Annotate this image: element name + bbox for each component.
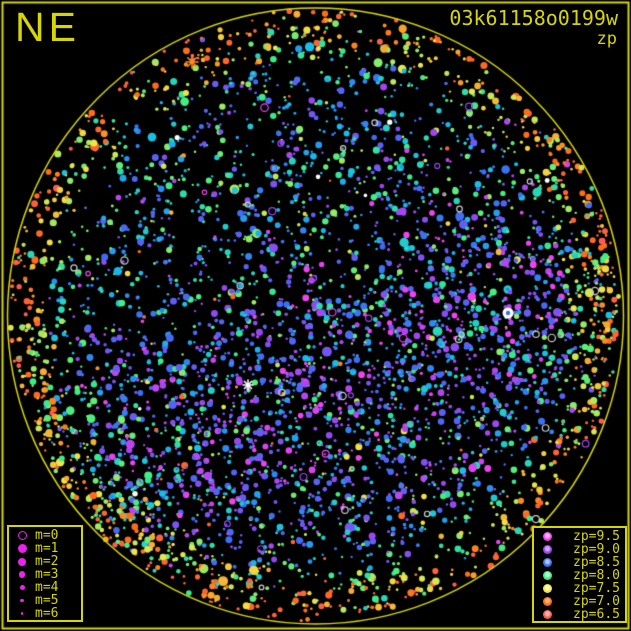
- zeropoint-legend: zp=9.5 zp=9.0 zp=8.5 zp=8.0 zp=7.5 zp=7.0 zp=6…: [532, 526, 627, 623]
- legend-row: zp=9.5: [534, 530, 625, 543]
- legend-label: m=5: [35, 593, 59, 608]
- exposure-title: 03k61158o0199w: [449, 6, 618, 30]
- zeropoint-color-marker: [542, 558, 552, 567]
- zeropoint-color-marker: [542, 597, 552, 606]
- legend-label: m=0: [35, 528, 59, 543]
- legend-row: zp=6.5: [534, 608, 625, 621]
- magnitude-ring-marker: [17, 531, 27, 540]
- legend-row: m=0: [9, 529, 81, 542]
- legend-label: zp=7.0: [573, 594, 620, 609]
- zeropoint-color-marker: [542, 545, 552, 554]
- legend-row: zp=8.0: [534, 569, 625, 582]
- legend-label: m=4: [35, 580, 59, 595]
- zeropoint-color-marker: [542, 532, 552, 541]
- legend-row: m=3: [9, 568, 81, 581]
- orientation-label: NE: [15, 4, 80, 50]
- value-type-label: zp: [596, 29, 617, 49]
- legend-label: zp=9.0: [573, 542, 620, 557]
- magnitude-dot-marker: [18, 571, 26, 578]
- legend-row: m=2: [9, 555, 81, 568]
- zeropoint-color-marker: [542, 571, 552, 580]
- legend-label: zp=6.5: [573, 607, 620, 622]
- magnitude-dot-marker: [17, 544, 27, 553]
- legend-row: zp=7.5: [534, 582, 625, 595]
- magnitude-legend: m=0 m=1 m=2 m=3 m=4 m=5 m=6: [7, 525, 83, 622]
- legend-label: zp=8.0: [573, 568, 620, 583]
- legend-label: zp=7.5: [573, 581, 620, 596]
- zeropoint-color-marker: [542, 610, 552, 619]
- legend-row: m=6: [9, 607, 81, 620]
- magnitude-dot-marker: [18, 557, 26, 566]
- legend-label: zp=9.5: [573, 529, 620, 544]
- magnitude-dot-marker: [20, 598, 24, 603]
- legend-label: m=1: [35, 541, 59, 556]
- legend-row: m=4: [9, 581, 81, 594]
- legend-row: m=5: [9, 594, 81, 607]
- legend-row: zp=7.0: [534, 595, 625, 608]
- legend-label: zp=8.5: [573, 555, 620, 570]
- legend-label: m=6: [35, 606, 59, 621]
- zeropoint-color-marker: [542, 584, 552, 593]
- magnitude-dot-marker: [19, 585, 25, 590]
- magnitude-dot-marker: [20, 612, 24, 615]
- legend-label: m=2: [35, 554, 59, 569]
- legend-row: m=1: [9, 542, 81, 555]
- legend-label: m=3: [35, 567, 59, 582]
- legend-row: zp=8.5: [534, 556, 625, 569]
- legend-row: zp=9.0: [534, 543, 625, 556]
